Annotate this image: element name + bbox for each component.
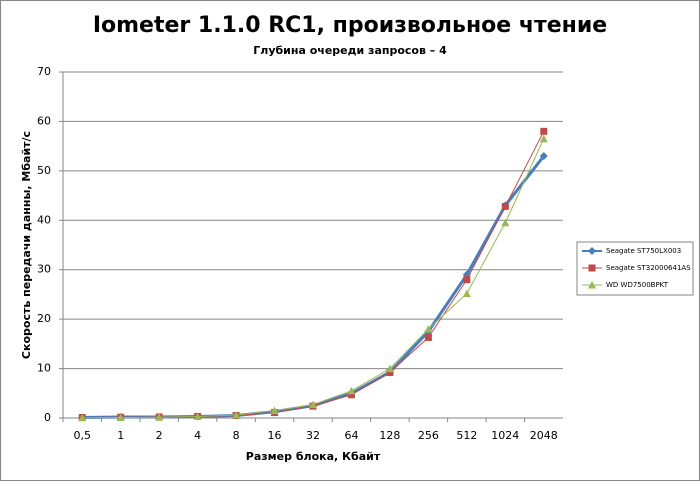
marker [116,413,125,422]
x-tick-label: 8 [233,429,240,442]
marker [588,264,596,272]
marker [501,202,509,210]
x-tick-label: 32 [306,429,320,442]
legend-label: Seagate ST750LX003 [606,247,681,255]
marker [588,281,596,289]
x-tick-label: 0,5 [73,429,91,442]
marker [424,333,432,341]
x-tick-label: 256 [418,429,439,442]
marker [193,412,202,421]
x-tick-label: 2 [156,429,163,442]
y-tick-label: 40 [37,213,51,226]
y-tick-label: 70 [37,65,51,78]
x-tick-label: 512 [456,429,477,442]
legend-label: WD WD7500BPKT [606,281,669,289]
marker [386,369,394,377]
marker [155,413,164,421]
marker [463,276,471,284]
marker [540,127,548,135]
x-tick-label: 1024 [491,429,519,442]
marker [78,413,87,422]
marker [588,247,596,255]
marker [347,386,356,395]
marker [424,325,433,333]
x-tick-label: 4 [194,429,201,442]
marker [462,289,471,297]
chart-title: Iometer 1.1.0 RC1, произвольное чтение [93,13,607,38]
x-tick-label: 2048 [530,429,558,442]
marker [539,134,548,143]
y-axis-title: Скорость передачи данны, Мбайт/с [20,131,33,359]
marker [347,391,355,399]
x-tick-label: 1 [117,429,124,442]
marker [270,406,279,415]
marker [501,218,510,227]
marker [385,364,394,373]
chart-subtitle: Глубина очереди запросов – 4 [253,44,447,57]
x-axis-title: Размер блока, Кбайт [246,450,381,463]
y-tick-label: 60 [37,114,51,127]
y-tick-label: 50 [37,164,51,177]
marker [539,152,548,161]
y-tick-label: 30 [37,263,51,276]
x-tick-label: 128 [379,429,400,442]
legend-label: Seagate ST32000641AS [606,264,691,272]
x-tick-label: 64 [344,429,358,442]
y-tick-label: 20 [37,312,51,325]
x-tick-label: 16 [268,429,282,442]
y-tick-label: 10 [37,362,51,375]
y-tick-label: 0 [44,411,51,424]
marker [309,400,317,409]
marker [232,411,241,419]
